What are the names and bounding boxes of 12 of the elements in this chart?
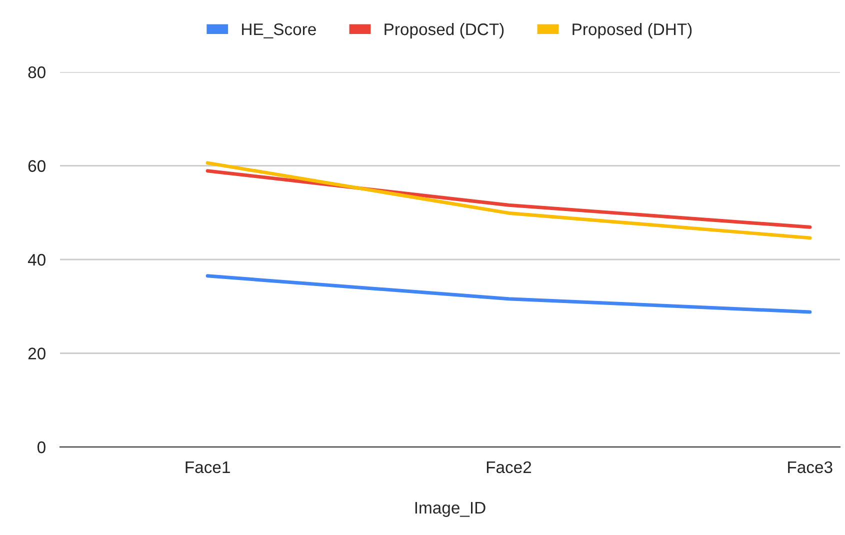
y-tick-label: 20 xyxy=(28,348,46,360)
y-tick-label: 40 xyxy=(28,254,46,266)
y-tick-label: 0 xyxy=(37,441,46,454)
legend-label: HE_Score xyxy=(242,23,316,38)
x-tick-label: Face1 xyxy=(186,462,230,474)
y-tick-label: 80 xyxy=(28,66,46,78)
y-tick-label: 60 xyxy=(28,160,46,172)
x-tick-label: Face3 xyxy=(788,461,832,474)
legend-label: Proposed (DCT) xyxy=(384,22,504,39)
x-axis-title: Image_ID xyxy=(415,502,486,517)
x-tick-label: Face2 xyxy=(486,461,532,474)
legend-label: Proposed (DHT) xyxy=(572,22,692,39)
